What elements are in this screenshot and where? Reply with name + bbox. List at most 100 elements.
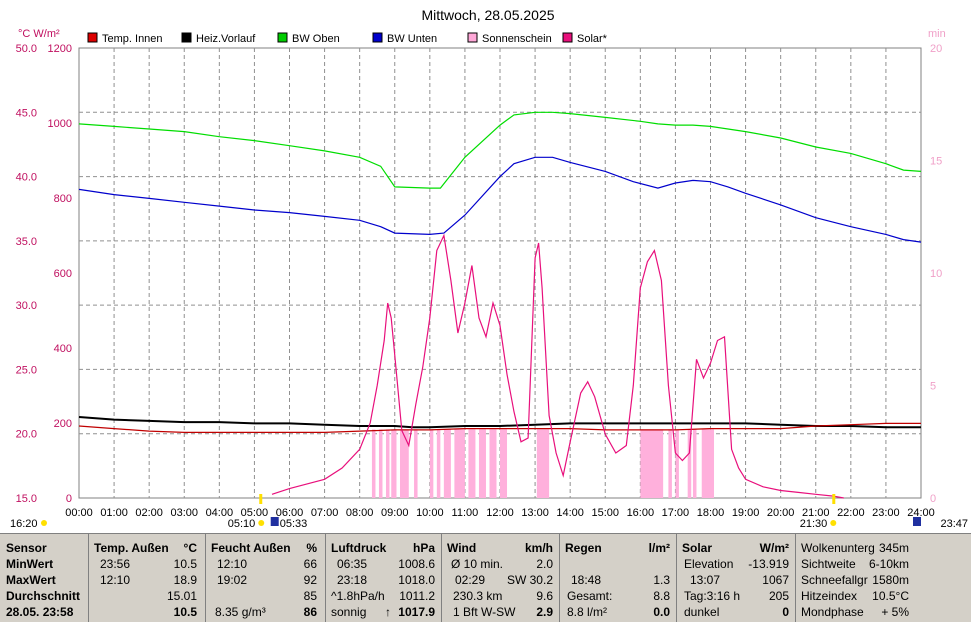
- x-tick-label: 09:00: [381, 507, 409, 519]
- wind-max-time: 02:29: [455, 573, 486, 587]
- series-line-heiz-vorlauf: [78, 416, 921, 429]
- rain-max-val: 1.3: [653, 573, 670, 587]
- heat-index-label: Hitzeindex: [801, 589, 858, 603]
- solar-tick-label: 600: [54, 268, 72, 280]
- sunset-marker: [832, 494, 836, 504]
- sunshine-bar: [443, 429, 451, 498]
- sunshine-bar: [687, 429, 692, 498]
- sunrise2-label: 05:33: [280, 518, 308, 530]
- temp-current: 10.5: [173, 605, 197, 619]
- temp-tick-label: 25.0: [16, 364, 37, 376]
- sunshine-bar: [701, 429, 715, 498]
- moonset-label: 23:47: [940, 518, 968, 530]
- sunshine-bar: [429, 429, 434, 498]
- pressure-max-val: 1018.0: [398, 573, 435, 587]
- sunshine-bar: [675, 429, 679, 498]
- legend: Temp. Innen Heiz.Vorlauf BW Oben BW Unten So…: [87, 32, 608, 45]
- x-tick-label: 16:00: [627, 507, 655, 519]
- sunset-label: 21:30: [800, 518, 828, 530]
- sunshine-bar: [385, 429, 390, 498]
- solar-day-val: 205: [768, 589, 789, 603]
- x-tick-label: 02:00: [135, 507, 163, 519]
- legend-label: BW Unten: [387, 33, 437, 45]
- series-lines: [78, 111, 922, 499]
- sunset-sun-icon: [830, 520, 837, 526]
- sunshine-bar: [668, 429, 672, 498]
- pressure-trend-label: ^1.8hPa/h: [331, 589, 385, 603]
- rain-total-label: Gesamt:: [567, 589, 613, 603]
- sunshine-bar: [391, 429, 397, 498]
- solar-max-time: 13:07: [690, 573, 721, 587]
- sunshine-bar: [489, 429, 497, 498]
- sensor-header: Sensor: [6, 541, 47, 555]
- x-tick-label: 00:00: [65, 507, 93, 519]
- sunshine-bar: [414, 429, 418, 498]
- temp-tick-label: 40.0: [16, 172, 37, 184]
- moon-phase-val: + 5%: [881, 605, 909, 619]
- rain-current: 0.0: [653, 605, 670, 619]
- x-tick-label: 03:00: [170, 507, 198, 519]
- wind-beaufort: 1 Bft W-SW: [453, 605, 516, 619]
- solar-tick-label: 1200: [48, 43, 72, 55]
- legend-swatch: [181, 32, 192, 43]
- legend-swatch: [467, 32, 478, 43]
- x-tick-label: 15:00: [591, 507, 619, 519]
- cloud-base-label: Wolkenunterg: [801, 541, 875, 555]
- rain-total-val: 8.8: [653, 589, 670, 603]
- legend-label: Temp. Innen: [102, 33, 163, 45]
- x-tick-label: 18:00: [697, 507, 725, 519]
- cloud-base-val: 345m: [878, 541, 909, 555]
- x-tick-label: 20:00: [767, 507, 795, 519]
- temp-section: Temp. Außen °C 23:56 10.5 12:10 18.9 15.…: [88, 534, 206, 622]
- sensor-section: Sensor MinWert MaxWert Durchschnitt 28.0…: [0, 534, 89, 622]
- humidity-min-time: 12:10: [217, 557, 248, 571]
- sunrise-flag-icon: [270, 517, 279, 526]
- series-line-solar-: [271, 233, 844, 499]
- sun-icon: [258, 520, 265, 526]
- sunshine-bar: [692, 429, 697, 498]
- humidity-max-val: 92: [303, 573, 317, 587]
- sunshine-bar: [378, 429, 383, 498]
- pressure-min-val: 1008.6: [398, 557, 435, 571]
- minutes-tick-label: 15: [930, 156, 942, 168]
- minwert-label: MinWert: [6, 557, 54, 571]
- humidity-unit: %: [306, 541, 317, 555]
- x-tick-label: 01:00: [100, 507, 128, 519]
- solar-current: 0: [782, 605, 789, 619]
- x-tick-label: 22:00: [837, 507, 865, 519]
- moon-icon: [41, 520, 47, 526]
- pressure-header: Luftdruck: [331, 541, 387, 555]
- sunrise-marker: [259, 494, 263, 504]
- temp-unit: °C: [183, 541, 197, 555]
- moonrise-label: 16:20: [10, 518, 38, 530]
- sunshine-bar: [536, 429, 550, 498]
- sunshine-bar: [640, 429, 664, 498]
- chart-title: Mittwoch, 28.05.2025: [421, 7, 554, 23]
- pressure-max-time: 23:18: [337, 573, 368, 587]
- visibility-val: 6-10km: [868, 557, 909, 571]
- wind-distance-val: 9.6: [536, 589, 553, 603]
- minutes-tick-label: 5: [930, 381, 936, 393]
- legend-label: Heiz.Vorlauf: [196, 33, 256, 45]
- temp-tick-label: 50.0: [16, 43, 37, 55]
- solar-elevation-val: -13.919: [748, 557, 789, 571]
- x-tick-label: 07:00: [311, 507, 339, 519]
- wind-section: Wind km/h Ø 10 min. 2.0 02:29 SW 30.2 23…: [441, 534, 560, 622]
- solar-status: dunkel: [684, 605, 720, 619]
- wind-max-val: SW 30.2: [506, 573, 553, 587]
- sunrise-label: 05:10: [228, 518, 256, 530]
- humidity-min-val: 66: [303, 557, 317, 571]
- rain-section: Regen l/m² 18:48 1.3 Gesamt: 8.8 8.8 l/m…: [559, 534, 677, 622]
- sunshine-bar: [400, 429, 409, 498]
- temp-header: Temp. Außen: [94, 541, 169, 555]
- sunshine-bar: [454, 429, 465, 498]
- rain-max-time: 18:48: [571, 573, 602, 587]
- visibility-label: Sichtweite: [801, 557, 856, 571]
- x-tick-label: 11:00: [452, 507, 479, 519]
- temp-avg: 15.01: [166, 589, 197, 603]
- legend-swatch: [372, 32, 383, 43]
- weather-chart: Mittwoch, 28.05.2025 °C W/m² min Temp. I…: [10, 7, 968, 530]
- legend-swatch: [87, 32, 98, 43]
- x-tick-label: 12:00: [486, 507, 514, 519]
- snowline-val: 1580m: [872, 573, 909, 587]
